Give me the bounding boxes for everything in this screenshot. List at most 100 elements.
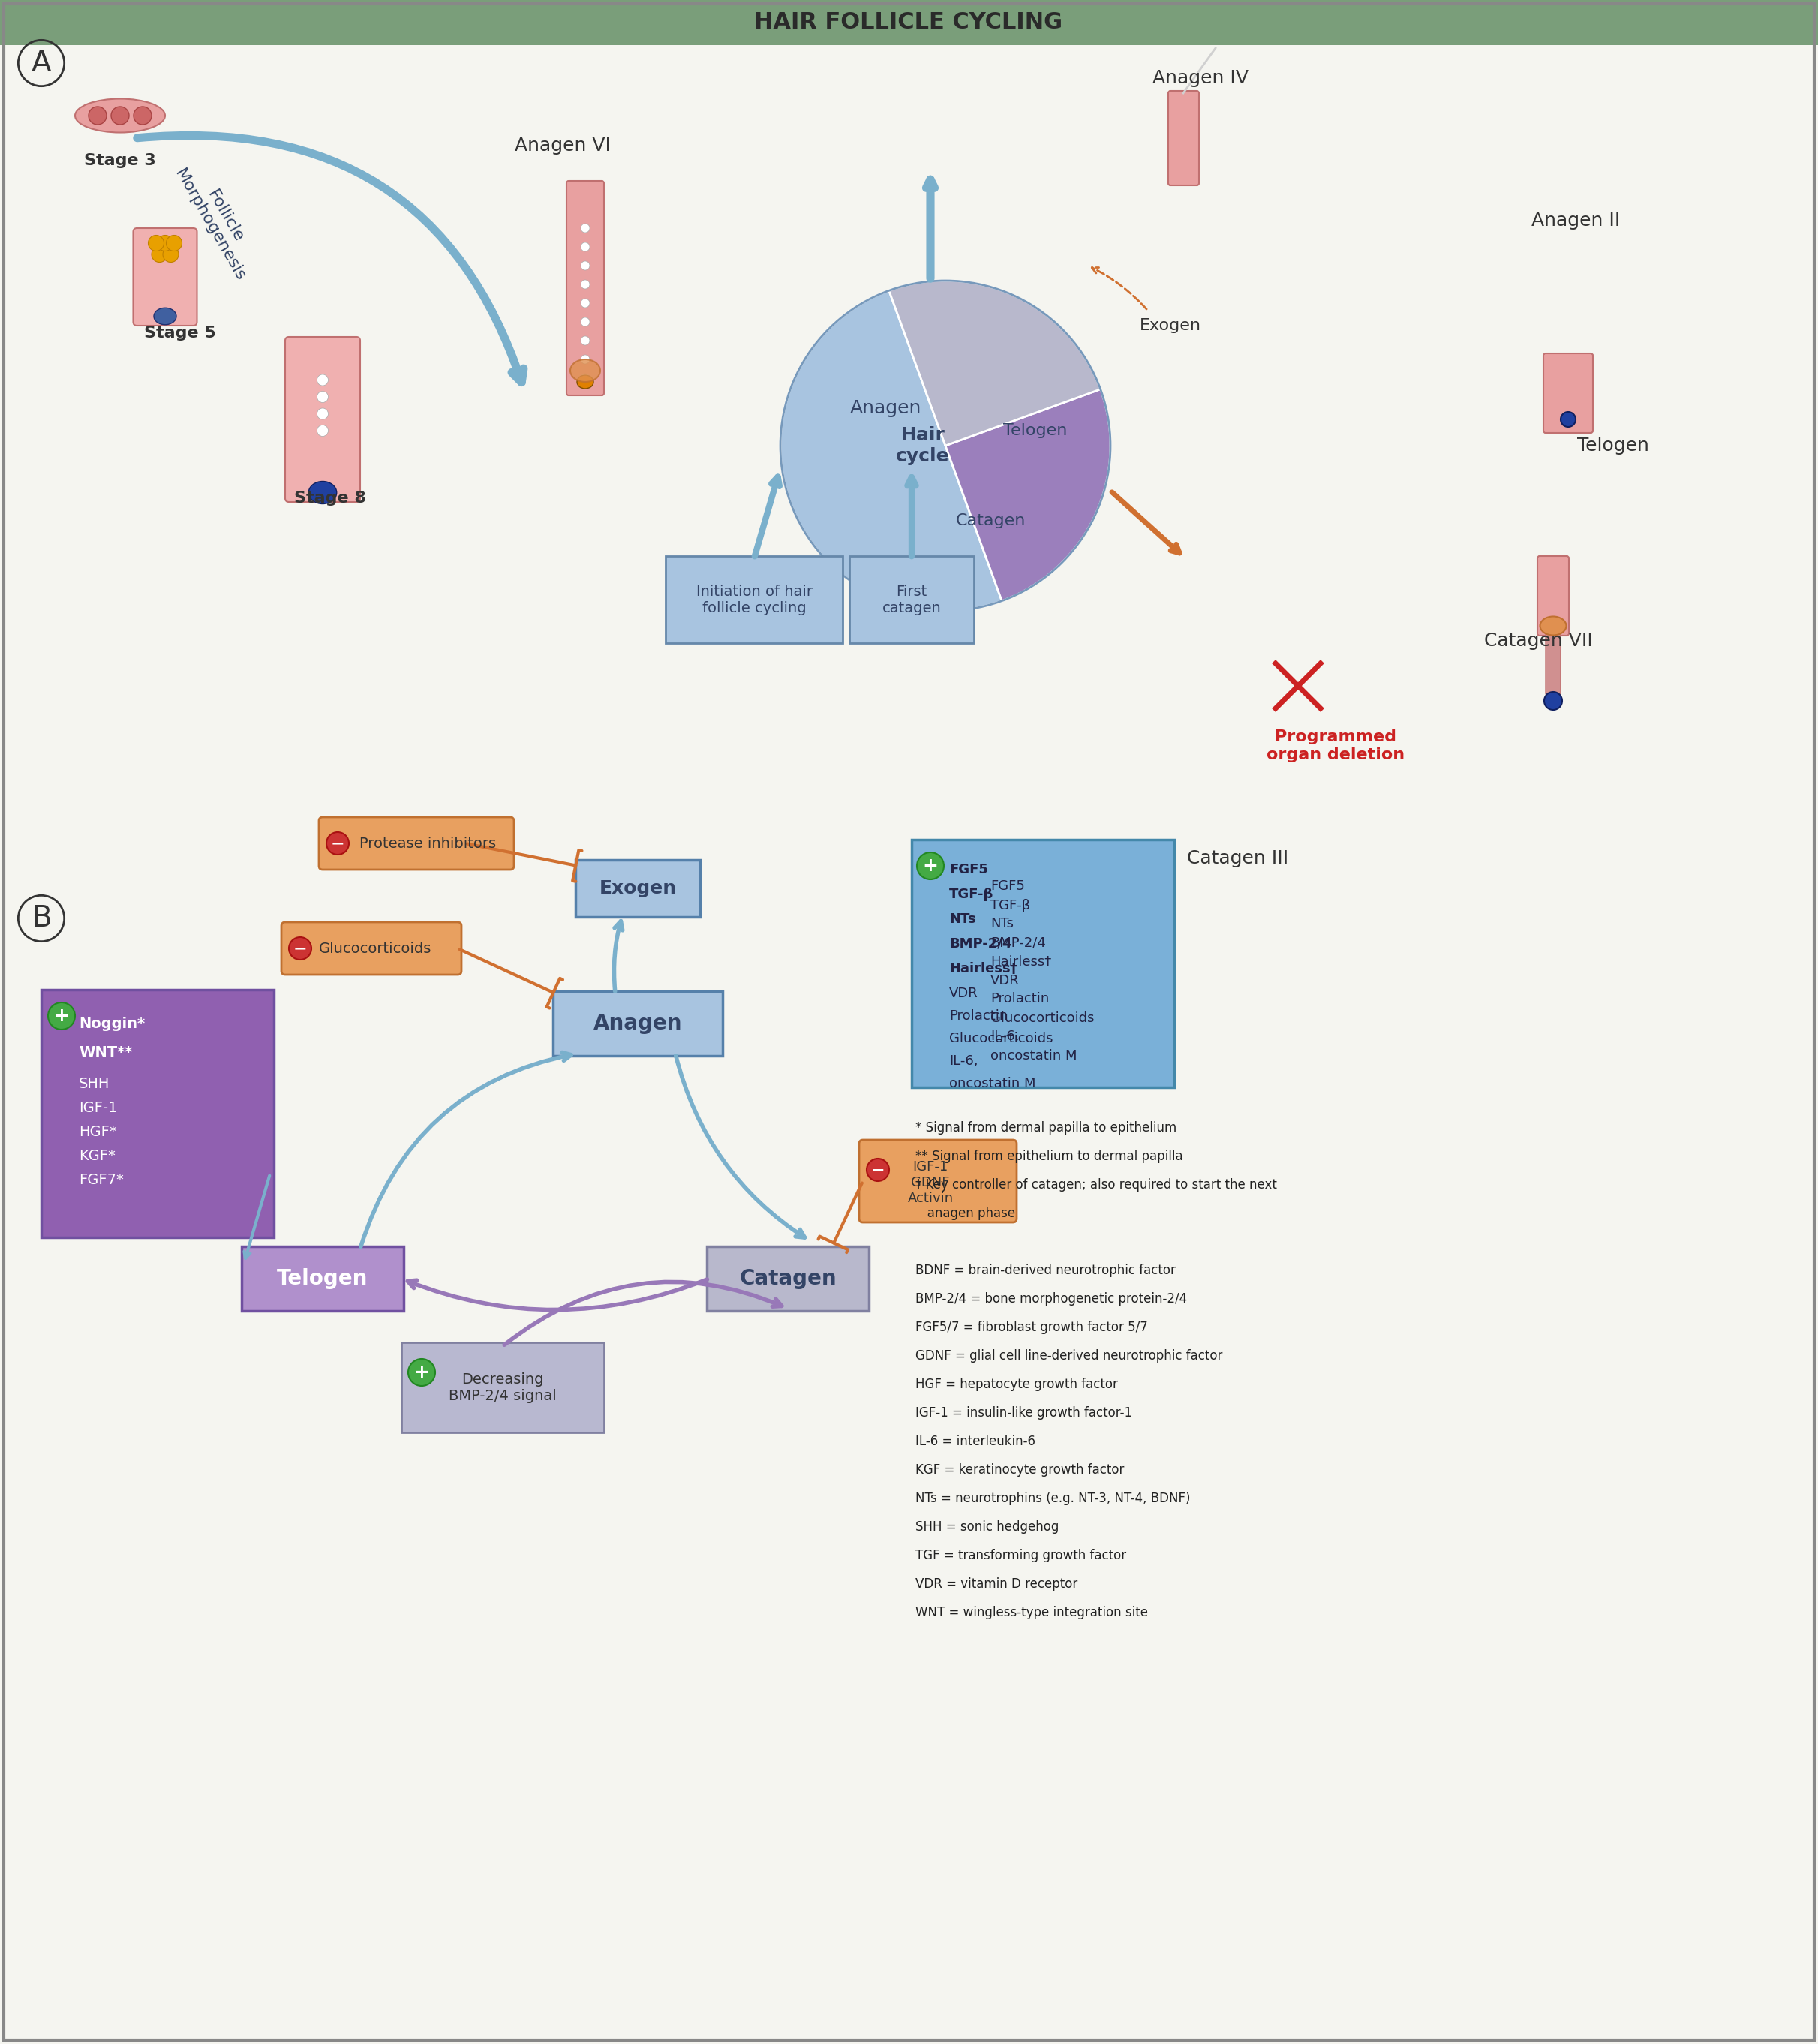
FancyBboxPatch shape — [567, 180, 604, 394]
Circle shape — [867, 1159, 889, 1181]
FancyBboxPatch shape — [1545, 628, 1560, 695]
Circle shape — [916, 852, 944, 879]
Circle shape — [316, 409, 329, 419]
Circle shape — [409, 1359, 435, 1386]
Wedge shape — [945, 388, 1111, 601]
FancyBboxPatch shape — [1169, 90, 1200, 186]
Circle shape — [580, 280, 589, 288]
FancyArrowPatch shape — [460, 948, 564, 1008]
Text: IGF-1
GDNF
Activin: IGF-1 GDNF Activin — [907, 1161, 953, 1206]
Text: Initiation of hair
follicle cycling: Initiation of hair follicle cycling — [696, 585, 813, 615]
FancyBboxPatch shape — [282, 922, 462, 975]
Text: Prolactin: Prolactin — [949, 1010, 1007, 1022]
Text: FGF5
TGF-β
NTs
BMP-2/4
Hairless†
VDR
Prolactin
Glucocorticoids
IL-6,
oncostatin : FGF5 TGF-β NTs BMP-2/4 Hairless† VDR Pro… — [991, 879, 1094, 1063]
Text: KGF = keratinocyte growth factor: KGF = keratinocyte growth factor — [916, 1464, 1124, 1476]
Ellipse shape — [309, 480, 336, 505]
FancyArrowPatch shape — [676, 1055, 805, 1237]
Circle shape — [151, 247, 167, 262]
FancyBboxPatch shape — [285, 337, 360, 503]
Text: HAIR FOLLICLE CYCLING: HAIR FOLLICLE CYCLING — [754, 12, 1064, 33]
FancyBboxPatch shape — [318, 818, 514, 869]
FancyBboxPatch shape — [1538, 556, 1569, 636]
Circle shape — [580, 317, 589, 327]
Ellipse shape — [155, 309, 176, 325]
FancyBboxPatch shape — [707, 1247, 869, 1310]
Circle shape — [580, 374, 589, 382]
Text: Anagen VI: Anagen VI — [514, 137, 611, 155]
Text: B: B — [31, 903, 51, 932]
Circle shape — [316, 390, 329, 403]
FancyArrowPatch shape — [614, 922, 622, 991]
FancyBboxPatch shape — [553, 991, 722, 1057]
Circle shape — [316, 374, 329, 386]
Text: oncostatin M: oncostatin M — [949, 1077, 1036, 1089]
Text: Anagen IV: Anagen IV — [1153, 69, 1249, 88]
Text: Exogen: Exogen — [1140, 319, 1202, 333]
Text: Glucocorticoids: Glucocorticoids — [318, 942, 431, 957]
Circle shape — [1543, 691, 1562, 709]
FancyBboxPatch shape — [911, 840, 1174, 1087]
Text: Catagen: Catagen — [956, 513, 1025, 527]
Text: Anagen II: Anagen II — [1531, 213, 1620, 229]
Ellipse shape — [75, 98, 165, 133]
Text: TGF = transforming growth factor: TGF = transforming growth factor — [916, 1549, 1127, 1562]
Text: −: − — [293, 940, 307, 957]
Circle shape — [580, 243, 589, 251]
Text: Programmed
organ deletion: Programmed organ deletion — [1267, 730, 1405, 762]
Text: ** Signal from epithelium to dermal papilla: ** Signal from epithelium to dermal papi… — [916, 1149, 1184, 1163]
Wedge shape — [780, 290, 1002, 611]
Ellipse shape — [571, 360, 600, 382]
Text: Stage 3: Stage 3 — [84, 153, 156, 168]
Wedge shape — [889, 280, 1100, 446]
FancyArrowPatch shape — [1093, 268, 1147, 309]
FancyArrowPatch shape — [360, 1053, 571, 1247]
Text: +: + — [922, 856, 938, 875]
Text: +: + — [415, 1363, 429, 1382]
FancyBboxPatch shape — [849, 556, 974, 644]
Circle shape — [316, 425, 329, 435]
FancyArrowPatch shape — [818, 1183, 862, 1253]
Text: WNT**: WNT** — [78, 1044, 133, 1059]
Text: Stage 5: Stage 5 — [144, 325, 216, 341]
Circle shape — [164, 247, 178, 262]
FancyBboxPatch shape — [665, 556, 842, 644]
Circle shape — [580, 262, 589, 270]
Text: Telogen: Telogen — [1004, 423, 1067, 437]
Text: Anagen: Anagen — [849, 399, 922, 417]
Text: anagen phase: anagen phase — [916, 1206, 1014, 1220]
Text: Follicle
Morphogenesis: Follicle Morphogenesis — [173, 157, 264, 284]
FancyBboxPatch shape — [242, 1247, 404, 1310]
Text: BMP-2/4: BMP-2/4 — [949, 938, 1011, 950]
Text: SHH: SHH — [78, 1077, 109, 1091]
Circle shape — [89, 106, 107, 125]
Text: Protease inhibitors: Protease inhibitors — [360, 836, 496, 850]
Circle shape — [580, 335, 589, 345]
Text: Stage 8: Stage 8 — [295, 491, 365, 505]
Text: FGF5: FGF5 — [949, 863, 987, 877]
Text: Telogen: Telogen — [1578, 437, 1649, 454]
Text: −: − — [871, 1163, 885, 1177]
FancyBboxPatch shape — [860, 1141, 1016, 1222]
Text: Anagen: Anagen — [593, 1014, 682, 1034]
Circle shape — [327, 832, 349, 854]
Circle shape — [165, 235, 182, 251]
FancyArrowPatch shape — [467, 844, 582, 881]
Circle shape — [1560, 413, 1576, 427]
Circle shape — [289, 938, 311, 961]
FancyBboxPatch shape — [133, 229, 196, 325]
FancyBboxPatch shape — [42, 989, 275, 1237]
Circle shape — [149, 235, 164, 251]
Text: TGF-β: TGF-β — [949, 887, 994, 901]
Text: Telogen: Telogen — [276, 1267, 369, 1290]
Text: Noggin*: Noggin* — [78, 1016, 145, 1030]
Text: Hair
cycle: Hair cycle — [896, 427, 949, 466]
Text: Exogen: Exogen — [600, 879, 676, 897]
Text: FGF5/7 = fibroblast growth factor 5/7: FGF5/7 = fibroblast growth factor 5/7 — [916, 1320, 1147, 1335]
Text: Hairless†: Hairless† — [949, 963, 1016, 975]
Text: Decreasing
BMP-2/4 signal: Decreasing BMP-2/4 signal — [449, 1372, 556, 1402]
Text: FGF7*: FGF7* — [78, 1173, 124, 1188]
FancyArrowPatch shape — [136, 135, 524, 382]
Text: WNT = wingless-type integration site: WNT = wingless-type integration site — [916, 1607, 1147, 1619]
Text: NTs: NTs — [949, 912, 976, 926]
Ellipse shape — [1540, 617, 1567, 636]
